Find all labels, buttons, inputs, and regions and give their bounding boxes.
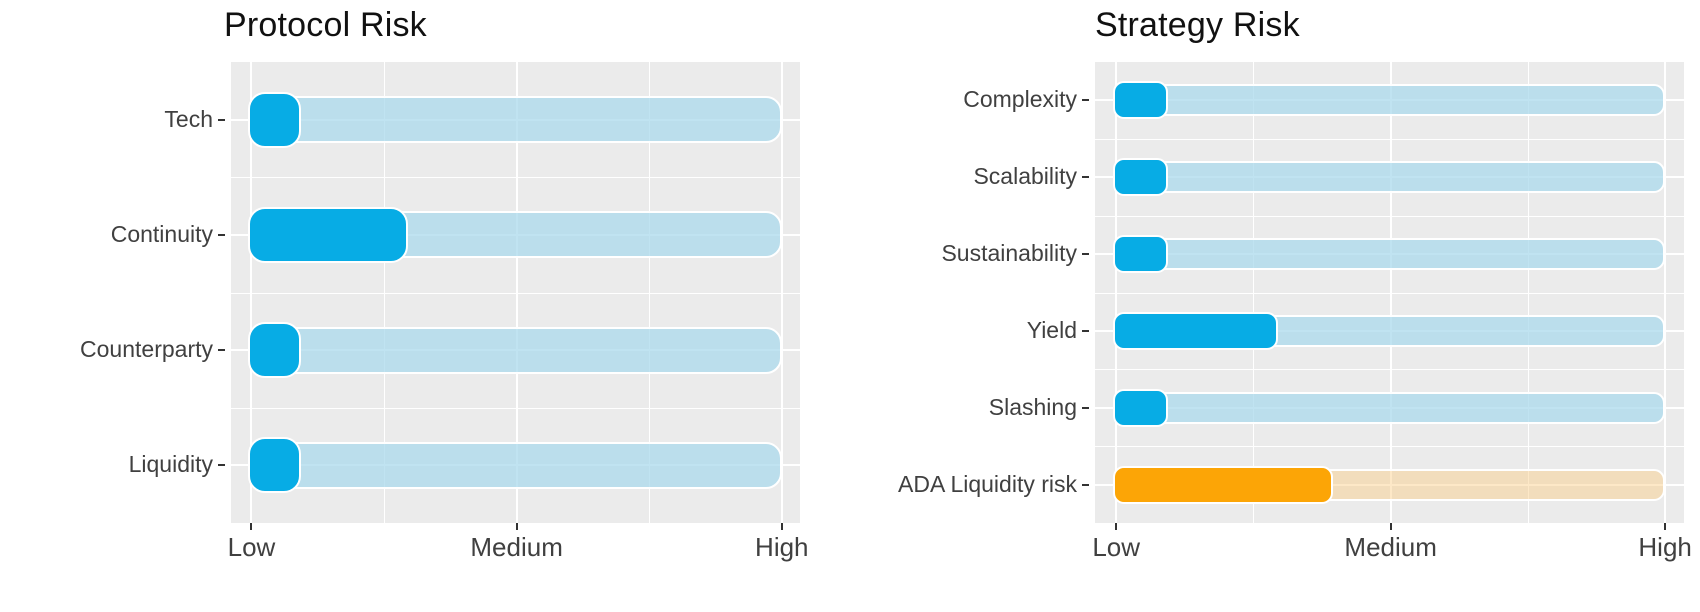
category-label: Scalability — [973, 162, 1077, 189]
category-label: Yield — [1026, 316, 1077, 343]
axis-tick-label: Low — [1092, 532, 1141, 562]
gridline-minor-vertical — [1527, 62, 1529, 523]
bar-track — [1116, 392, 1666, 424]
protocol-risk-chart: Protocol Risk Low Medium High Tech Continui… — [80, 6, 809, 562]
y-tick-mark — [218, 119, 225, 121]
gridline-minor-horizontal — [1095, 139, 1684, 140]
category-label: Slashing — [988, 393, 1077, 420]
y-tick-mark — [218, 234, 225, 236]
risk-bar — [248, 437, 302, 493]
x-tick-mark — [250, 523, 253, 530]
axis-tick-label: Medium — [1344, 532, 1437, 562]
risk-bar — [1113, 389, 1169, 427]
bar-track — [1116, 161, 1666, 193]
category-label: Tech — [164, 105, 213, 132]
y-tick-mark — [1082, 99, 1089, 101]
gridline-minor-horizontal — [1095, 446, 1684, 447]
risk-bar — [248, 207, 408, 263]
axis-tick-label: Low — [227, 532, 276, 562]
strategy-risk-chart: Strategy Risk Low Medium High Complexity Sc… — [850, 0, 1700, 612]
axis-tick-label: Medium — [470, 532, 563, 562]
gridline-minor-horizontal — [1095, 293, 1684, 294]
x-tick-mark — [780, 523, 783, 530]
y-tick-mark — [218, 349, 225, 351]
plot-panel: Low Medium High — [1092, 62, 1692, 562]
y-tick-mark — [1082, 407, 1089, 409]
gridline-major-vertical — [1389, 62, 1392, 523]
category-label: Liquidity — [128, 450, 213, 477]
gridline-major-vertical — [515, 62, 518, 523]
x-tick-mark — [1389, 523, 1392, 530]
gridline-minor-vertical — [1253, 62, 1255, 523]
risk-bar — [248, 92, 302, 148]
y-tick-mark — [1082, 330, 1089, 332]
plot-panel: Low Medium High — [228, 62, 809, 562]
x-tick-mark — [1664, 523, 1667, 530]
axis-tick-label: High — [755, 532, 809, 562]
category-label: ADA Liquidity risk — [898, 470, 1077, 497]
risk-bar — [1113, 81, 1169, 119]
bar-track — [1116, 84, 1666, 116]
gridline-minor-vertical — [649, 62, 651, 523]
gridline-minor-horizontal — [231, 408, 800, 409]
risk-bar — [1113, 158, 1169, 196]
bar-track — [1116, 238, 1666, 270]
category-label: Counterparty — [80, 335, 213, 362]
x-tick-mark — [515, 523, 518, 530]
chart-title: Protocol Risk — [224, 6, 427, 44]
y-tick-mark — [1082, 176, 1089, 178]
x-tick-mark — [1115, 523, 1118, 530]
category-label: Continuity — [110, 220, 213, 247]
bar-track — [251, 327, 782, 374]
gridline-minor-vertical — [384, 62, 386, 523]
gridline-minor-horizontal — [1095, 369, 1684, 370]
gridline-major-horizontal — [1095, 484, 1684, 486]
bar-track — [251, 96, 782, 143]
y-tick-mark — [218, 464, 225, 466]
y-tick-mark — [1082, 484, 1089, 486]
bar-track — [251, 442, 782, 489]
y-tick-mark — [1082, 253, 1089, 255]
category-label: Sustainability — [941, 239, 1077, 266]
risk-bar — [1113, 466, 1333, 504]
gridline-minor-horizontal — [231, 293, 800, 294]
chart-title: Strategy Risk — [1095, 6, 1300, 44]
gridline-major-vertical — [1115, 62, 1118, 523]
risk-bar — [1113, 235, 1169, 273]
risk-bar — [1113, 312, 1278, 350]
gridline-minor-horizontal — [231, 177, 800, 178]
gridline-minor-horizontal — [1095, 216, 1684, 217]
gridline-major-vertical — [780, 62, 783, 523]
gridline-major-vertical — [250, 62, 253, 523]
category-label: Complexity — [963, 85, 1077, 112]
axis-tick-label: High — [1638, 532, 1692, 562]
risk-bar — [248, 322, 302, 378]
gridline-major-vertical — [1664, 62, 1667, 523]
